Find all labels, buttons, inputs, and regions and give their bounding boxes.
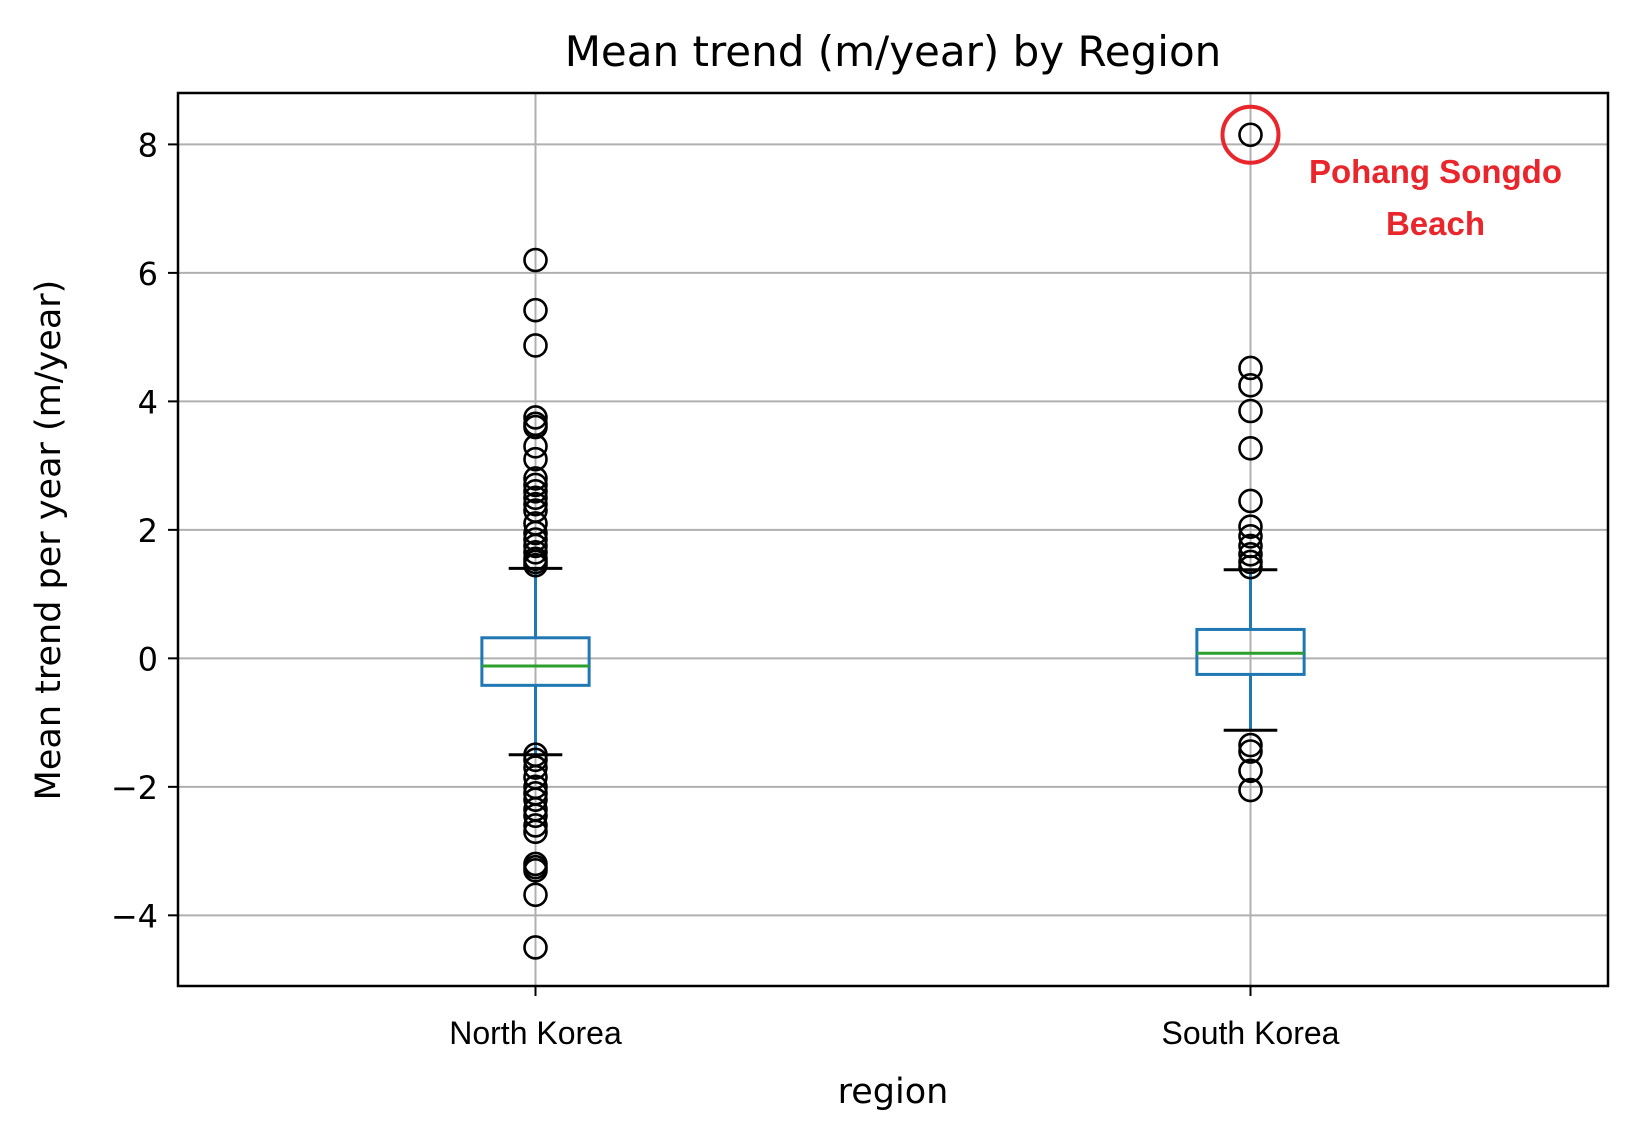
- outlier-point: [523, 858, 548, 883]
- annotation-label: Beach: [1386, 205, 1485, 242]
- outlier-point: [523, 247, 548, 273]
- x-tick-label: North Korea: [449, 1015, 622, 1051]
- outlier-point: [523, 813, 548, 838]
- outlier-point: [523, 333, 548, 358]
- outlier-point: [523, 747, 548, 773]
- box-group: [480, 566, 591, 757]
- outlier-point: [523, 405, 548, 430]
- outlier-point: [523, 533, 548, 559]
- outlier-point: [523, 472, 548, 498]
- outlier-point: [523, 414, 548, 440]
- outlier-point: [1238, 739, 1263, 764]
- outlier-point: [523, 485, 548, 511]
- outlier-point: [523, 491, 548, 517]
- outlier-point: [523, 935, 548, 960]
- outlier-point: [1238, 398, 1263, 424]
- boxes: [480, 566, 1306, 757]
- outlier-point: [523, 479, 548, 504]
- outlier-point: [523, 540, 548, 565]
- y-tick-label: −4: [111, 897, 158, 935]
- outliers: [523, 122, 1263, 960]
- y-axis-label: Mean trend per year (m/year): [29, 280, 69, 801]
- outlier-point: [523, 787, 548, 812]
- outlier-point: [1238, 732, 1263, 758]
- chart-title: Mean trend (m/year) by Region: [565, 27, 1222, 76]
- outlier-point: [523, 882, 548, 908]
- box-group: [1195, 568, 1306, 732]
- outlier-point: [523, 466, 548, 491]
- y-tick-label: 6: [138, 255, 158, 293]
- outlier-point: [1238, 122, 1263, 148]
- y-tick-label: 8: [138, 126, 158, 164]
- outlier-point: [523, 755, 548, 780]
- outlier-point: [1238, 435, 1263, 461]
- outlier-point: [1238, 523, 1263, 549]
- outlier-point: [523, 803, 548, 829]
- outlier-point: [523, 552, 548, 578]
- grid: [178, 93, 1608, 986]
- annotations: Pohang Songdo Beach: [1220, 104, 1562, 242]
- annotation-circle: [1220, 104, 1281, 165]
- plot-frame: [176, 91, 1610, 988]
- x-axis-label: region: [838, 1072, 949, 1112]
- y-tick-label: 0: [138, 640, 158, 678]
- y-tick-label: 2: [138, 512, 158, 550]
- outlier-point: [523, 446, 548, 472]
- ticks: −4 −2 0 2 4 6 8 North Korea South Korea: [111, 126, 1340, 1051]
- outlier-point: [523, 819, 548, 845]
- outlier-point: [1238, 554, 1263, 580]
- y-tick-label: −2: [111, 769, 158, 807]
- outlier-point: [523, 520, 548, 546]
- x-tick-label: South Korea: [1162, 1015, 1340, 1051]
- outlier-point: [523, 434, 548, 459]
- outlier-point: [1238, 758, 1263, 784]
- outlier-point: [1238, 355, 1263, 381]
- outlier-point: [1238, 777, 1263, 803]
- outlier-point: [1238, 541, 1263, 567]
- annotation-label: Pohang Songdo: [1309, 153, 1562, 190]
- outlier-point: [1238, 488, 1263, 514]
- outlier-point: [1238, 514, 1263, 539]
- y-tick-label: 4: [138, 383, 158, 421]
- outlier-point: [523, 297, 548, 323]
- box-iqr: [480, 636, 591, 687]
- outlier-point: [1238, 373, 1263, 398]
